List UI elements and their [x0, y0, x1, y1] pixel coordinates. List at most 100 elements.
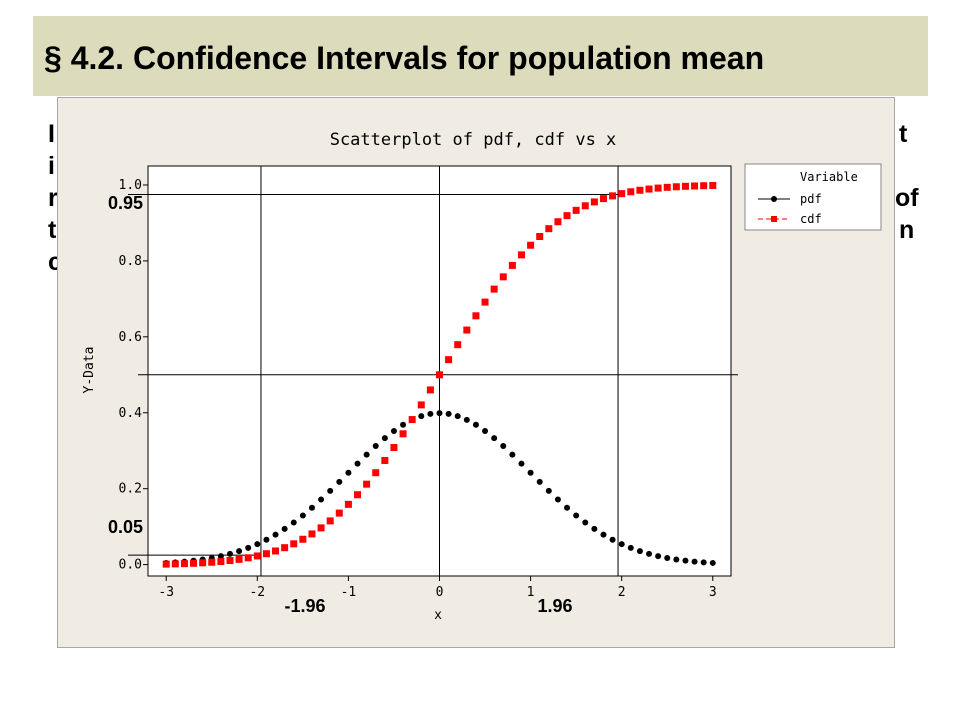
cdf-point	[244, 554, 252, 562]
pdf-point	[345, 469, 352, 476]
slide-title: § 4.2. Confidence Intervals for populati…	[44, 40, 765, 76]
y-tick-label: 0.8	[119, 254, 142, 269]
pdf-point	[400, 421, 407, 428]
cdf-point	[354, 491, 362, 499]
body-line-4-end: n	[899, 216, 915, 244]
annotation-neg-196: -1.96	[284, 596, 325, 616]
cdf-point	[472, 312, 480, 320]
cdf-point	[508, 261, 516, 269]
cdf-point	[709, 181, 717, 189]
pdf-point	[299, 512, 306, 519]
y-axis-title: Y-Data	[82, 347, 97, 394]
cdf-point	[599, 195, 607, 203]
legend: Variable pdf cdf	[744, 163, 882, 231]
cdf-point	[171, 560, 179, 568]
pdf-point	[436, 410, 443, 417]
scatterplot: Scatterplot of pdf, cdf vs x x Y-Data Va…	[82, 130, 882, 623]
pdf-point	[536, 478, 543, 485]
cdf-point	[299, 535, 307, 543]
pdf-point	[390, 427, 397, 434]
x-tick-label: 3	[709, 585, 717, 600]
cdf-point	[272, 547, 280, 555]
cdf-point	[700, 182, 708, 190]
cdf-point	[190, 559, 198, 567]
pdf-point	[272, 531, 279, 538]
pdf-point	[281, 525, 288, 532]
pdf-point	[554, 496, 561, 503]
cdf-point	[344, 500, 352, 508]
cdf-point	[618, 190, 626, 198]
pdf-point	[500, 443, 507, 450]
cdf-point	[681, 182, 689, 190]
pdf-point	[308, 504, 315, 511]
pdf-point	[482, 427, 489, 434]
y-tick-label: 1.0	[119, 178, 142, 193]
body-line-4: t	[48, 216, 57, 244]
cdf-point	[381, 456, 389, 464]
pdf-point	[709, 559, 716, 566]
cdf-point	[253, 552, 261, 560]
pdf-point	[664, 554, 671, 561]
body-line-1-end: t	[899, 120, 908, 148]
cdf-point	[436, 371, 443, 379]
title-bar	[33, 16, 928, 96]
pdf-point	[363, 451, 370, 458]
cdf-point	[463, 326, 471, 334]
cdf-point	[481, 298, 489, 306]
cdf-point	[408, 416, 416, 424]
annotation-095: 0.95	[108, 193, 143, 213]
cdf-point	[590, 198, 598, 206]
pdf-point	[463, 416, 470, 423]
pdf-point	[372, 443, 379, 450]
pdf-point	[318, 496, 325, 503]
pdf-point	[327, 487, 334, 494]
cdf-point	[390, 443, 398, 451]
cdf-point	[372, 469, 380, 477]
cdf-point	[417, 401, 425, 409]
cdf-point	[290, 540, 298, 548]
cdf-point	[426, 386, 434, 394]
pdf-point	[254, 541, 261, 548]
x-tick-label: -3	[158, 585, 174, 600]
pdf-point	[600, 531, 607, 538]
pdf-point	[591, 525, 598, 532]
pdf-point	[564, 504, 571, 511]
pdf-point	[491, 435, 498, 442]
pdf-point	[582, 519, 589, 526]
cdf-point	[691, 182, 699, 190]
pdf-point	[290, 519, 297, 526]
cdf-point	[536, 232, 544, 240]
cdf-point	[199, 559, 207, 567]
cdf-point	[572, 206, 580, 214]
pdf-point	[354, 460, 361, 467]
pdf-point	[472, 421, 479, 428]
cdf-point	[490, 285, 498, 293]
cdf-point	[281, 544, 289, 552]
pdf-point	[527, 469, 534, 476]
x-tick-label: 1	[527, 585, 535, 600]
body-line-1: I	[48, 120, 55, 148]
body-line-3-end: of	[895, 184, 919, 212]
pdf-point	[573, 512, 580, 519]
cdf-point	[672, 183, 680, 191]
pdf-point	[445, 410, 452, 417]
cdf-point	[335, 509, 343, 517]
pdf-point	[700, 559, 707, 566]
cdf-point	[235, 555, 243, 563]
y-tick-label: 0.4	[119, 406, 143, 421]
pdf-point	[263, 536, 270, 543]
pdf-point	[381, 435, 388, 442]
pdf-point	[236, 548, 243, 555]
cdf-point	[645, 185, 653, 193]
cdf-point	[527, 241, 535, 249]
x-axis-title: x	[434, 608, 442, 623]
body-line-3: r	[48, 184, 58, 212]
annotation-005: 0.05	[108, 517, 143, 537]
series-pdf	[163, 410, 716, 566]
pdf-point	[217, 553, 224, 560]
plot-panel: Scatterplot of pdf, cdf vs x x Y-Data Va…	[57, 97, 895, 648]
pdf-point	[682, 557, 689, 564]
y-tick-label: 0.0	[119, 558, 142, 573]
series-cdf	[162, 181, 717, 568]
cdf-point	[517, 251, 525, 259]
